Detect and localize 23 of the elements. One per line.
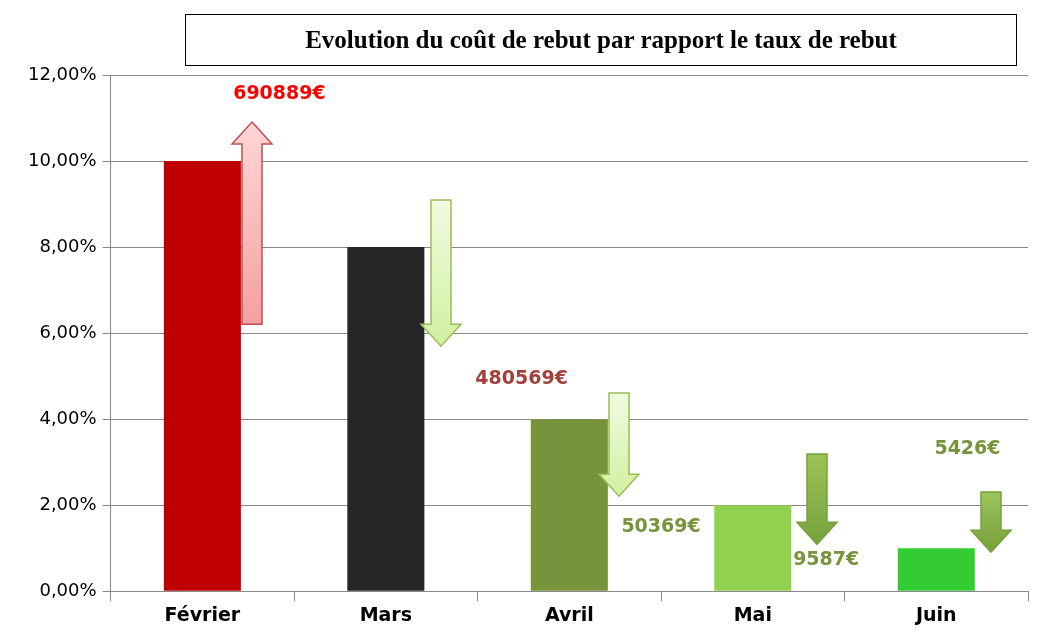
bar <box>163 161 241 591</box>
y-tick-label: 12,00% <box>27 62 97 84</box>
chart-title: Evolution du coût de rebut par rapport le taux de rebut <box>185 14 1017 66</box>
x-tick-label: Avril <box>544 602 594 625</box>
y-tick-label: 0,00% <box>39 578 97 600</box>
annotation: 480569€ <box>475 366 568 389</box>
x-tick-label: Juin <box>913 602 957 625</box>
x-tick-label: Février <box>164 602 241 625</box>
annotation: 50369€ <box>621 513 701 536</box>
y-tick-label: 6,00% <box>39 320 97 342</box>
bar <box>530 419 608 591</box>
annotation: 5426€ <box>934 436 1001 459</box>
annotation: 9587€ <box>793 547 860 570</box>
y-tick-label: 8,00% <box>39 234 97 256</box>
y-tick-label: 4,00% <box>39 406 97 428</box>
annotation: 690889€ <box>233 80 326 103</box>
x-tick-label: Mars <box>359 602 413 625</box>
bar <box>897 548 975 591</box>
x-tick-label: Mai <box>733 602 772 625</box>
bar <box>714 505 792 591</box>
y-tick-label: 2,00% <box>39 492 97 514</box>
y-tick-label: 10,00% <box>27 148 97 170</box>
bar <box>347 247 425 591</box>
